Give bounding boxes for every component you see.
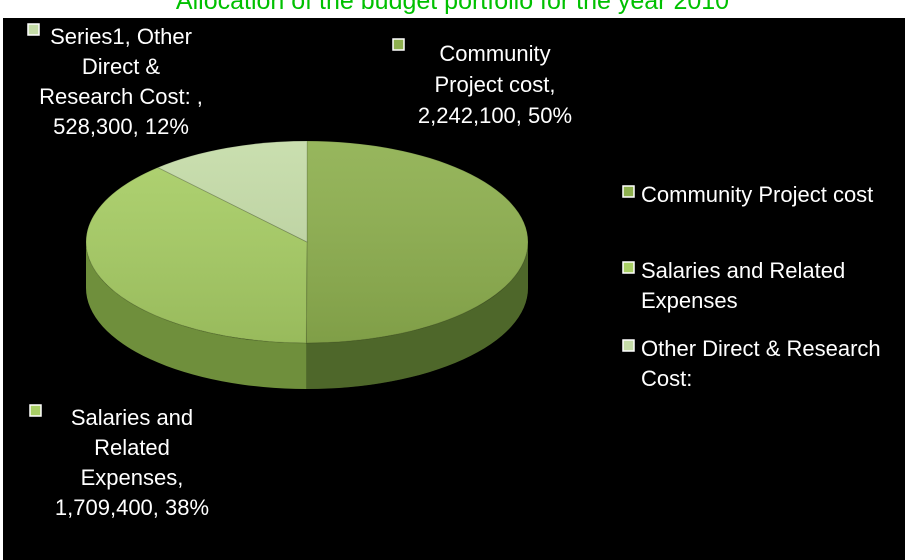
- pie-side-shade: [307, 242, 528, 389]
- data-label-salaries-line-1: Salaries and: [71, 405, 193, 430]
- chart-title-strip: Allocation of the budget portfolio for t…: [0, 0, 905, 18]
- pie-side-1b: [306, 242, 528, 389]
- legend-marker-3: [622, 339, 635, 352]
- data-label-salaries-line-3: Expenses,: [81, 465, 184, 490]
- data-label-other-marker: [27, 23, 40, 36]
- data-label-community-line-2: Project cost,: [434, 72, 555, 97]
- data-label-other-line-3: Research Cost: ,: [39, 84, 203, 109]
- pie-side-wall: [86, 242, 528, 389]
- legend-item-3-line-2: Cost:: [641, 366, 692, 391]
- data-label-community-line-1: Community: [439, 41, 550, 66]
- legend-item-1-line-1: Community Project cost: [641, 182, 873, 207]
- data-label-other-line-2: Direct &: [82, 54, 161, 79]
- legend-item-2-line-1: Salaries and Related: [641, 258, 845, 283]
- data-label-other-line-1: Series1, Other: [50, 24, 192, 49]
- legend-marker-2: [622, 261, 635, 274]
- data-label-salaries-marker: [29, 404, 42, 417]
- data-labels: Community Project cost, 2,242,100, 50% Seri…: [27, 23, 572, 520]
- legend-marker-1: [622, 185, 635, 198]
- data-label-salaries-line-2: Related: [94, 435, 170, 460]
- data-label-community-marker: [392, 38, 405, 51]
- legend-item-2-line-2: Expenses: [641, 288, 738, 313]
- chart-title: Allocation of the budget portfolio for t…: [175, 0, 730, 15]
- legend-item-3-line-1: Other Direct & Research: [641, 336, 881, 361]
- pie-top-sheen: [86, 141, 528, 343]
- data-label-other-line-4: 528,300, 12%: [53, 114, 189, 139]
- pie-slices: [85, 140, 529, 344]
- legend: Community Project cost Salaries and Relat…: [622, 182, 881, 391]
- data-label-community-line-3: 2,242,100, 50%: [418, 103, 572, 128]
- data-label-salaries-line-4: 1,709,400, 38%: [55, 495, 209, 520]
- pie-side-2: [86, 242, 307, 389]
